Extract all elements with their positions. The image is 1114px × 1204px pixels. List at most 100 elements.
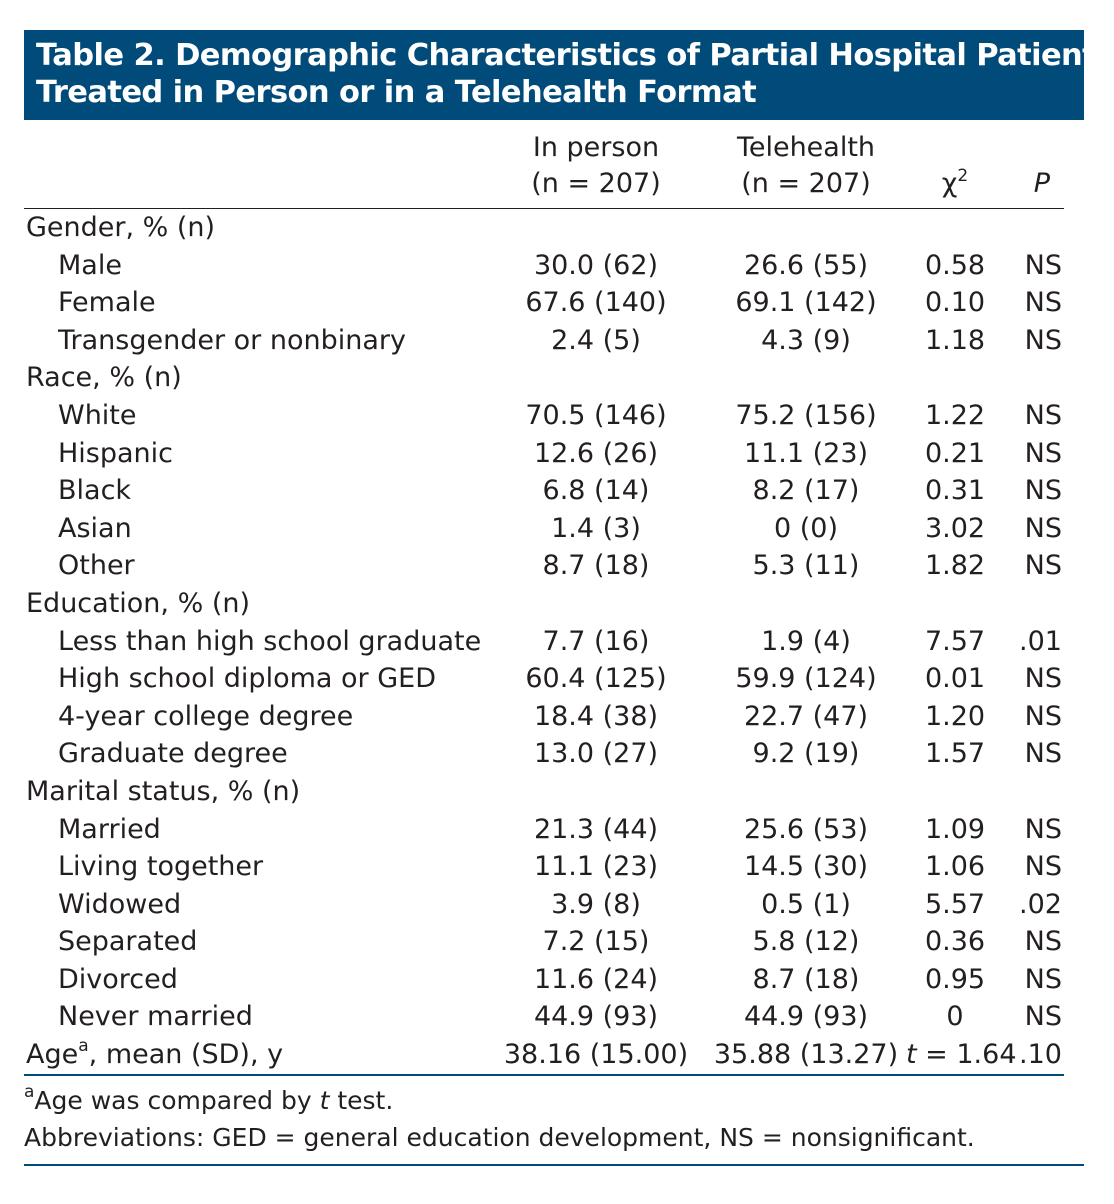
table-row: Male 30.0 (62) 26.6 (55) 0.58 NS — [24, 247, 1064, 285]
title-line-2: Treated in Person or in a Telehealth For… — [36, 75, 757, 110]
section-label: Gender, % (n) — [26, 212, 216, 243]
telehealth-value: 75.2 (156) — [735, 399, 877, 431]
row-label: Never married — [58, 1001, 253, 1033]
row-label: Hispanic — [58, 437, 174, 469]
telehealth-value: 5.3 (11) — [752, 550, 860, 582]
in-person-value: 44.9 (93) — [533, 1001, 659, 1033]
footnote-a: aAge was compared by t test. — [24, 1082, 1084, 1119]
table-row: Hispanic 12.6 (26) 11.1 (23) 0.21 NS — [24, 435, 1064, 473]
p-value: NS — [1024, 663, 1062, 695]
row-label: Separated — [58, 926, 198, 958]
in-person-value: 60.4 (125) — [525, 663, 667, 695]
p-value: NS — [1024, 287, 1062, 319]
in-person-value: 30.0 (62) — [533, 249, 659, 281]
header-in-person: In person (n = 207) — [486, 120, 706, 209]
header-p: P — [1004, 120, 1064, 209]
chi-square-value: 0.10 — [924, 287, 986, 319]
table-row: Asian 1.4 (3) 0 (0) 3.02 NS — [24, 510, 1064, 548]
section-header-row: Education, % (n) — [24, 585, 1064, 623]
chi-square-value: 1.06 — [924, 851, 986, 883]
table-body: Gender, % (n) Male 30.0 (62) 26.6 (55) 0.58 N… — [24, 209, 1064, 1076]
row-label: Widowed — [58, 888, 182, 920]
header-telehealth-n: (n = 207) — [741, 168, 871, 199]
p-value: NS — [1024, 813, 1062, 845]
section-label: Race, % (n) — [26, 362, 182, 394]
telehealth-value: 4.3 (9) — [761, 324, 851, 356]
telehealth-value: 44.9 (93) — [743, 1001, 869, 1033]
table-row: Separated 7.2 (15) 5.8 (12) 0.36 NS — [24, 923, 1064, 961]
age-label-pre: Age — [26, 1039, 79, 1071]
chi-square-value: 0.01 — [924, 663, 986, 695]
footnote-a-var: t — [319, 1085, 330, 1115]
telehealth-value: 0.5 (1) — [761, 888, 851, 920]
section-label: Marital status, % (n) — [26, 775, 301, 807]
telehealth-value: 8.7 (18) — [752, 963, 860, 995]
chi-square-value: 0.95 — [924, 963, 986, 995]
telehealth-value: 59.9 (124) — [735, 663, 877, 695]
in-person-value: 67.6 (140) — [525, 287, 667, 319]
table-row: White 70.5 (146) 75.2 (156) 1.22 NS — [24, 397, 1064, 435]
section-header-row: Marital status, % (n) — [24, 773, 1064, 811]
table-row: Widowed 3.9 (8) 0.5 (1) 5.57 .02 — [24, 886, 1064, 924]
p-value: NS — [1024, 324, 1062, 356]
table-row: Other 8.7 (18) 5.3 (11) 1.82 NS — [24, 547, 1064, 585]
in-person-value: 11.1 (23) — [533, 851, 659, 883]
row-label: Male — [58, 249, 122, 281]
chi-square-value: 5.57 — [924, 888, 986, 920]
row-label: High school diploma or GED — [58, 663, 436, 695]
row-label: Divorced — [58, 963, 178, 995]
table-row: Black 6.8 (14) 8.2 (17) 0.31 NS — [24, 472, 1064, 510]
section-label: Education, % (n) — [26, 587, 251, 619]
table-row: Female 67.6 (140) 69.1 (142) 0.10 NS — [24, 284, 1064, 322]
row-label: Transgender or nonbinary — [58, 324, 406, 356]
row-label: Less than high school graduate — [58, 625, 482, 657]
p-value: NS — [1024, 963, 1062, 995]
table-row: Never married 44.9 (93) 44.9 (93) 0 NS — [24, 998, 1064, 1036]
p-value: NS — [1024, 1001, 1062, 1033]
telehealth-value: 69.1 (142) — [735, 287, 877, 319]
row-label: Married — [58, 813, 161, 845]
chi-square-value: 0.31 — [924, 475, 986, 507]
p-value: NS — [1024, 399, 1062, 431]
chi-square-value: 1.57 — [924, 738, 986, 770]
footnote-a-post: test. — [329, 1085, 394, 1115]
p-value: .01 — [1019, 625, 1062, 657]
chi-square-value: 1.82 — [924, 550, 986, 582]
row-label: 4-year college degree — [58, 700, 354, 732]
table-row: Graduate degree 13.0 (27) 9.2 (19) 1.57 NS — [24, 735, 1064, 773]
table-row: Married 21.3 (44) 25.6 (53) 1.09 NS — [24, 811, 1064, 849]
table-container: Table 2. Demographic Characteristics of … — [24, 30, 1114, 1166]
p-value: NS — [1024, 512, 1062, 544]
in-person-value: 12.6 (26) — [533, 437, 659, 469]
chi-square-value: 1.22 — [924, 399, 986, 431]
age-row: Agea, mean (SD), y 38.16 (15.00) 35.88 (… — [24, 1036, 1064, 1076]
header-chi-square: χ2 — [906, 120, 1004, 209]
telehealth-value: 0 (0) — [773, 512, 838, 544]
telehealth-value: 1.9 (4) — [761, 625, 851, 657]
table-footnotes: aAge was compared by t test. Abbreviatio… — [24, 1076, 1084, 1164]
telehealth-value: 8.2 (17) — [752, 475, 860, 507]
chi-square-value: 3.02 — [924, 512, 986, 544]
row-label: Other — [58, 550, 135, 582]
chi-square-value: 0.58 — [924, 249, 986, 281]
row-label: Living together — [58, 851, 264, 883]
title-line-1: Table 2. Demographic Characteristics of … — [36, 38, 1114, 73]
chi-square-value: 0.36 — [924, 926, 986, 958]
p-value: NS — [1024, 249, 1062, 281]
telehealth-value: 9.2 (19) — [752, 738, 860, 770]
table-row: Less than high school graduate 7.7 (16) 1.… — [24, 623, 1064, 661]
table-row: Living together 11.1 (23) 14.5 (30) 1.06 NS — [24, 848, 1064, 886]
chi-square-value: 0 — [946, 1001, 964, 1033]
in-person-value: 7.2 (15) — [542, 926, 650, 958]
age-label-post: , mean (SD), y — [88, 1039, 284, 1071]
chi-square-value: 1.18 — [924, 324, 986, 356]
age-in-person: 38.16 (15.00) — [486, 1036, 706, 1076]
section-header-row: Race, % (n) — [24, 359, 1064, 397]
table-row: Divorced 11.6 (24) 8.7 (18) 0.95 NS — [24, 961, 1064, 999]
chi-square-value: 1.20 — [924, 700, 986, 732]
in-person-value: 1.4 (3) — [551, 512, 641, 544]
row-label: Graduate degree — [58, 738, 288, 770]
age-stat-val: = 1.64 — [916, 1039, 1017, 1071]
chi-symbol: χ — [941, 168, 958, 199]
table-title: Table 2. Demographic Characteristics of … — [24, 30, 1114, 120]
